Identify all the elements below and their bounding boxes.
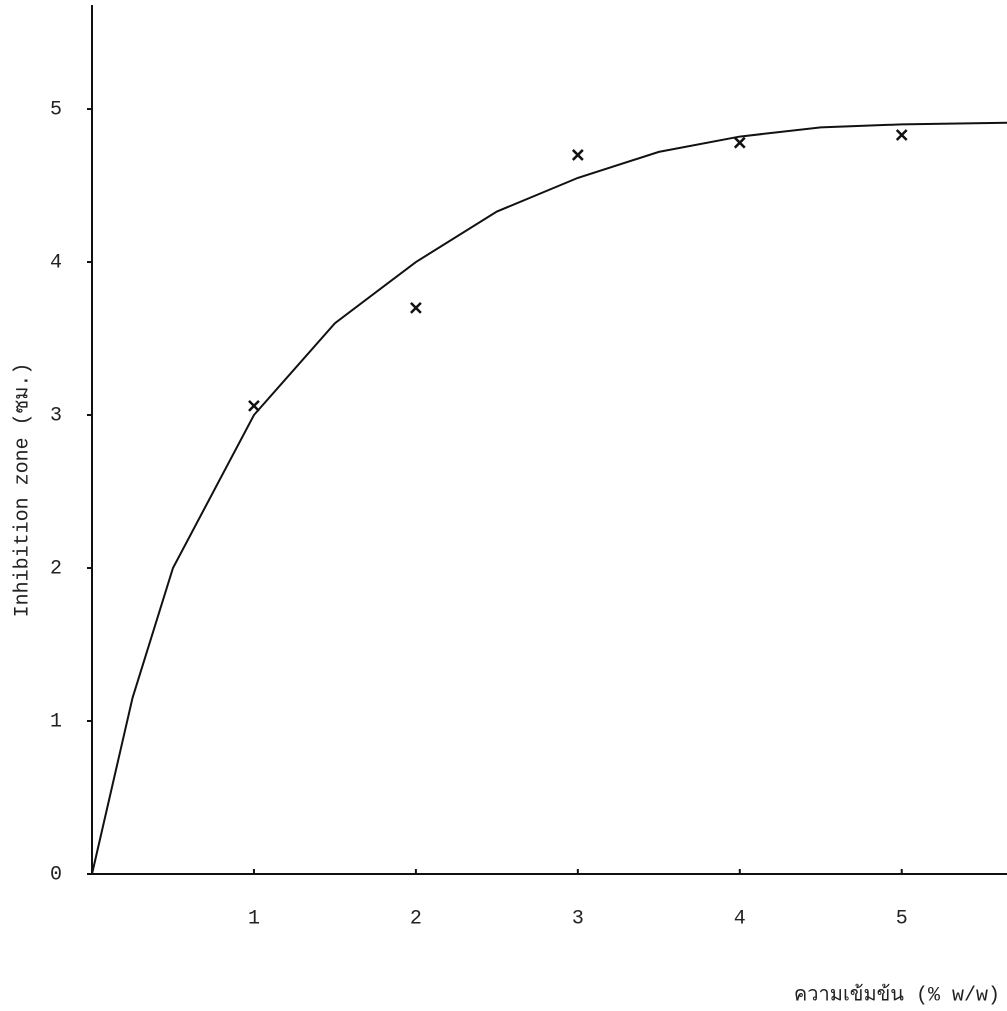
y-tick-label: 4 — [50, 251, 62, 274]
y-tick-label: 5 — [50, 98, 62, 121]
x-tick-label: 4 — [734, 907, 746, 930]
fit-curve — [92, 123, 1007, 874]
x-tick-label: 5 — [896, 907, 908, 930]
data-point — [897, 130, 907, 140]
data-point — [735, 138, 745, 148]
chart: Inhibition zone (ซม.) ความเข้มข้น (% w/w… — [0, 0, 1007, 1011]
y-tick-label: 2 — [50, 557, 62, 580]
y-tick-label: 3 — [50, 404, 62, 427]
x-axis-label: ความเข้มข้น (% w/w) — [794, 983, 1000, 1007]
y-tick-label: 1 — [50, 710, 62, 733]
data-point — [411, 303, 421, 313]
x-tick-label: 1 — [248, 907, 260, 930]
data-point — [573, 150, 583, 160]
x-tick-label: 3 — [572, 907, 584, 930]
x-tick-label: 2 — [410, 907, 422, 930]
y-axis-label: Inhibition zone (ซม.) — [11, 363, 34, 618]
y-tick-label: 0 — [50, 863, 62, 886]
data-point — [249, 401, 259, 411]
page: Inhibition zone (ซม.) ความเข้มข้น (% w/w… — [0, 0, 1007, 1011]
